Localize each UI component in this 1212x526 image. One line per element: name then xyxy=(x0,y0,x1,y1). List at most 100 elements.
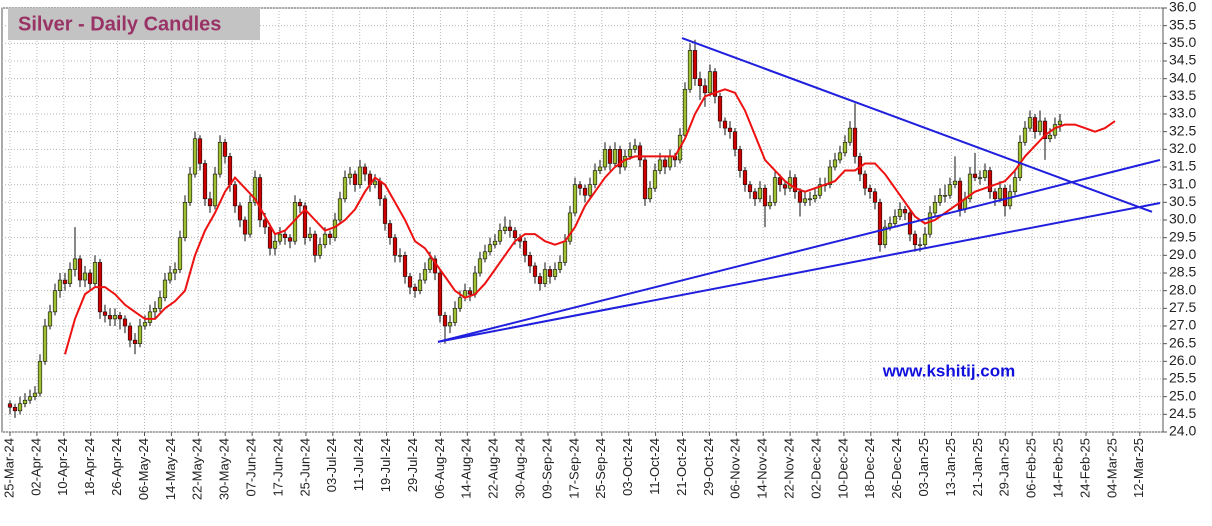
candle-body xyxy=(417,279,423,291)
candle-body xyxy=(477,258,483,274)
candle-body xyxy=(82,272,88,281)
y-tick-label: 24.0 xyxy=(1169,423,1196,439)
title-box xyxy=(8,8,260,40)
candle-body xyxy=(792,177,798,193)
candle-body xyxy=(582,187,588,196)
candle-body xyxy=(212,173,218,207)
candle-body xyxy=(767,202,773,207)
y-tick-label: 35.5 xyxy=(1169,16,1196,32)
x-tick-label: 14-Aug-24 xyxy=(459,438,474,499)
y-tick-label: 27.5 xyxy=(1169,299,1196,315)
candle-body xyxy=(202,163,208,200)
candle-body xyxy=(182,202,188,238)
x-tick-label: 11-Jul-24 xyxy=(351,438,366,491)
y-tick-label: 25.5 xyxy=(1169,370,1196,386)
candle-body xyxy=(422,269,428,281)
candle-body xyxy=(577,184,583,189)
candle-body xyxy=(607,149,613,164)
candle-body xyxy=(382,198,388,224)
candle-body xyxy=(657,159,663,171)
y-tick-label: 36.0 xyxy=(1169,0,1196,15)
candle-body xyxy=(952,180,958,185)
candle-body xyxy=(67,269,73,284)
candle-body xyxy=(147,311,153,323)
y-tick-label: 32.0 xyxy=(1169,140,1196,156)
candle-body xyxy=(832,159,838,168)
candle-body xyxy=(127,325,133,341)
y-tick-label: 30.0 xyxy=(1169,211,1196,227)
candle-body xyxy=(142,322,148,327)
candle-body xyxy=(467,290,473,295)
x-tick-label: 22-Aug-24 xyxy=(486,438,501,499)
x-tick-label: 10-Apr-24 xyxy=(55,438,70,496)
candle-body xyxy=(552,269,558,277)
candle-body xyxy=(797,191,803,203)
candle-body xyxy=(1037,120,1043,132)
x-tick-label: 25-Jun-24 xyxy=(297,438,312,497)
candle-body xyxy=(207,198,213,207)
candle-body xyxy=(217,141,223,175)
candle-body xyxy=(482,251,488,260)
candle-body xyxy=(757,187,763,200)
candle-body xyxy=(872,191,878,203)
candle-body xyxy=(72,258,78,270)
candle-body xyxy=(847,127,853,143)
candle-body xyxy=(232,184,238,207)
candle-body xyxy=(302,205,308,238)
x-tick-label: 14-Nov-24 xyxy=(755,438,770,499)
x-tick-label: 17-Jun-24 xyxy=(270,438,285,497)
watermark: www.kshitij.com xyxy=(882,361,1016,380)
candle-body xyxy=(32,392,38,397)
y-tick-label: 31.0 xyxy=(1169,175,1196,191)
candle-body xyxy=(137,325,143,344)
candle-body xyxy=(932,202,938,214)
y-tick-label: 26.5 xyxy=(1169,334,1196,350)
x-tick-label: 21-Jan-25 xyxy=(970,438,985,497)
candle-body xyxy=(1022,127,1028,143)
candle-body xyxy=(37,361,43,394)
candle-body xyxy=(457,297,463,309)
candle-body xyxy=(682,88,688,136)
candle-body xyxy=(652,170,658,189)
candle-body xyxy=(497,230,503,242)
candle-body xyxy=(117,315,123,320)
candle-body xyxy=(47,311,53,327)
candle-body xyxy=(1032,117,1038,132)
candle-body xyxy=(152,308,158,313)
candle-body xyxy=(737,149,743,171)
candle-body xyxy=(1042,120,1048,140)
candle-body xyxy=(717,96,723,122)
x-tick-label: 30-Aug-24 xyxy=(513,438,528,499)
candle-body xyxy=(947,184,953,196)
y-tick-label: 34.5 xyxy=(1169,52,1196,68)
candle-body xyxy=(642,159,648,200)
y-tick-label: 34.0 xyxy=(1169,69,1196,85)
candle-body xyxy=(492,240,498,246)
candle-body xyxy=(892,216,898,224)
candle-body xyxy=(262,219,268,228)
candle-body xyxy=(132,339,138,344)
candle-body xyxy=(357,166,363,185)
x-tick-label: 03-Jan-25 xyxy=(916,438,931,497)
x-tick-label: 29-Jul-24 xyxy=(405,438,420,492)
y-tick-label: 26.0 xyxy=(1169,352,1196,368)
candle-body xyxy=(352,173,358,185)
candle-body xyxy=(167,272,173,281)
candle-body xyxy=(527,255,533,267)
candle-body xyxy=(397,255,403,257)
candle-body xyxy=(77,258,83,281)
candle-body xyxy=(747,184,753,193)
y-tick-label: 30.5 xyxy=(1169,193,1196,209)
candle-body xyxy=(782,184,788,189)
chart-title: Silver - Daily Candles xyxy=(18,13,221,35)
candle-body xyxy=(87,272,93,284)
candle-body xyxy=(277,233,283,242)
y-tick-label: 27.0 xyxy=(1169,317,1196,333)
candle-body xyxy=(532,265,538,277)
y-tick-label: 24.5 xyxy=(1169,405,1196,421)
candle-body xyxy=(812,194,818,200)
candle-body xyxy=(412,286,418,291)
x-tick-label: 29-Oct-24 xyxy=(701,438,716,496)
candle-body xyxy=(322,233,328,246)
